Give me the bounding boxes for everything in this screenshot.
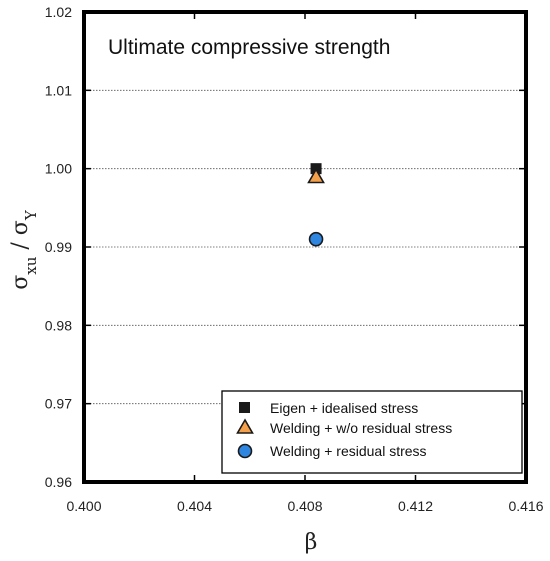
y-axis-title: σxu / σY xyxy=(8,209,40,290)
legend-circle-marker xyxy=(237,443,253,459)
legend-label-eigen: Eigen + idealised stress xyxy=(270,400,418,416)
chart-title: Ultimate compressive strength xyxy=(108,36,390,59)
y-axis-subscript-xu: xu xyxy=(22,256,40,274)
y-axis-sigma-2: σ xyxy=(8,220,33,235)
x-axis-title: β xyxy=(305,530,318,555)
y-axis-subscript-y: Y xyxy=(22,209,40,221)
y-axis-sigma-1: σ xyxy=(8,275,33,290)
tick-labels: 0.96 0.97 0.98 0.99 1.00 1.01 1.02 0.400 0.404 0.… xyxy=(45,4,544,514)
legend-square-marker xyxy=(239,402,250,413)
legend-label-welding-residual: Welding + residual stress xyxy=(270,443,427,459)
x-tick-label: 0.416 xyxy=(508,498,543,514)
y-tick-label: 0.98 xyxy=(45,317,72,333)
legend-label-welding-wo: Welding + w/o residual stress xyxy=(270,420,452,436)
legend-box xyxy=(221,390,523,474)
x-tick-label: 0.408 xyxy=(287,498,322,514)
plot-frame xyxy=(82,10,528,484)
x-tick-label: 0.400 xyxy=(66,498,101,514)
y-tick-label: 1.01 xyxy=(45,82,72,98)
x-tick-label: 0.412 xyxy=(398,498,433,514)
legend-triangle-marker xyxy=(236,418,254,434)
data-point-welding-residual-circle xyxy=(308,231,324,247)
y-tick-label: 1.00 xyxy=(45,161,72,177)
data-point-welding-wo-triangle xyxy=(307,167,325,184)
y-tick-label: 1.02 xyxy=(45,4,72,20)
y-tick-label: 0.96 xyxy=(45,474,72,490)
y-tick-label: 0.99 xyxy=(45,239,72,255)
data-points xyxy=(307,163,325,247)
y-axis-separator: / xyxy=(8,235,33,256)
legend: Eigen + idealised stress Welding + w/o r… xyxy=(221,390,523,474)
y-tick-label: 0.97 xyxy=(45,396,72,412)
x-tick-label: 0.404 xyxy=(177,498,212,514)
